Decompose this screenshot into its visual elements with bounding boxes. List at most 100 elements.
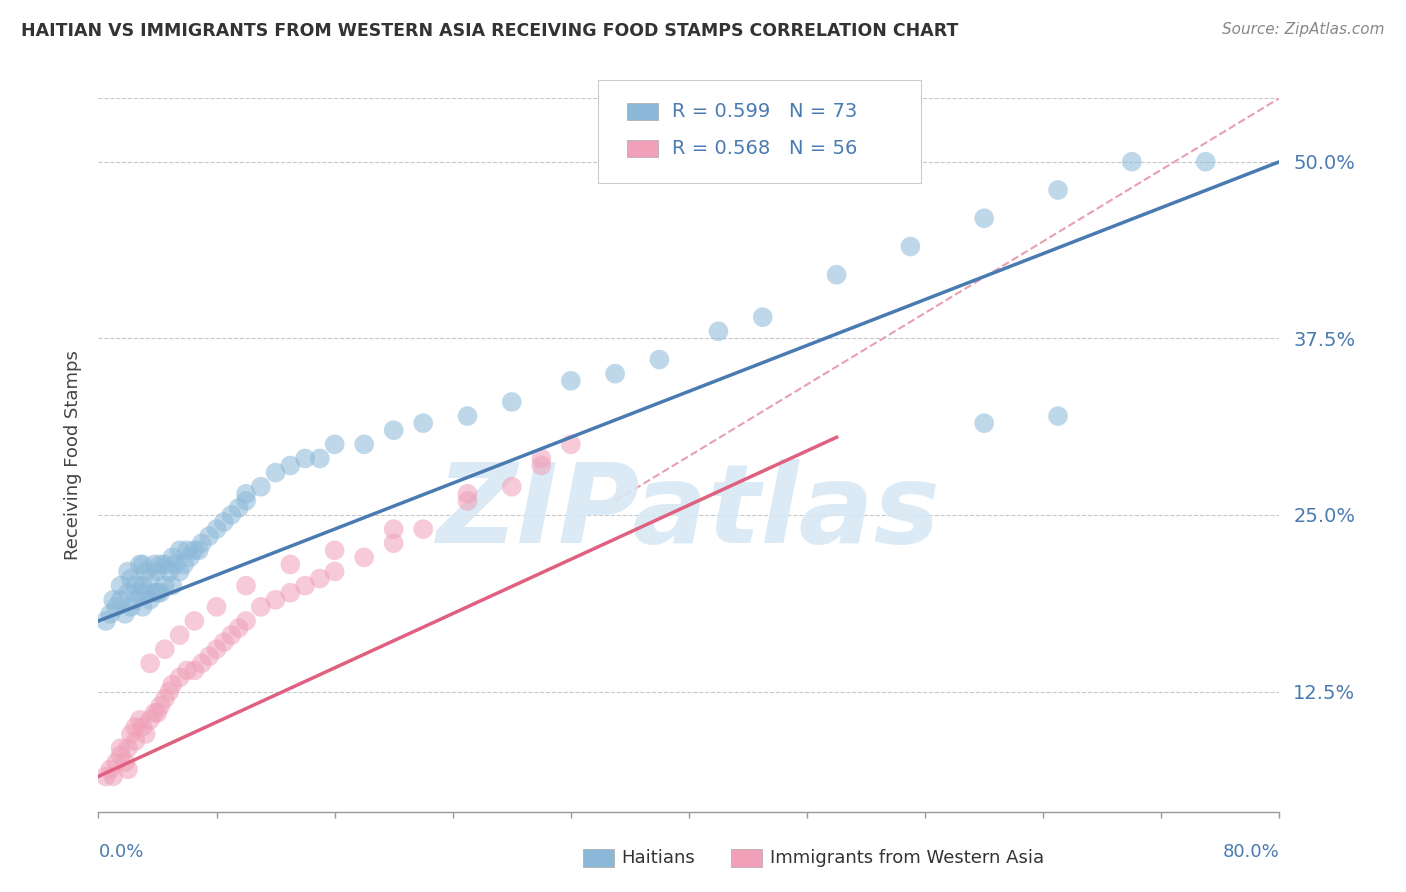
Point <box>456 487 478 501</box>
Point <box>973 416 995 430</box>
Y-axis label: Receiving Food Stamps: Receiving Food Stamps <box>63 350 82 560</box>
Point <box>183 614 205 628</box>
Point <box>235 614 257 628</box>
Point <box>412 416 434 430</box>
Point <box>114 756 136 770</box>
Point <box>530 451 553 466</box>
Point <box>132 720 155 734</box>
Point <box>412 522 434 536</box>
Point <box>132 599 155 614</box>
Point <box>205 599 228 614</box>
Point <box>250 599 273 614</box>
Point <box>110 579 132 593</box>
Point <box>973 211 995 226</box>
Point <box>169 565 191 579</box>
Point <box>191 657 214 671</box>
Text: Immigrants from Western Asia: Immigrants from Western Asia <box>770 849 1045 867</box>
Point <box>120 599 142 614</box>
Point <box>183 543 205 558</box>
Point <box>212 635 235 649</box>
Point <box>146 706 169 720</box>
Point <box>128 713 150 727</box>
Point <box>198 529 221 543</box>
Point <box>139 713 162 727</box>
Point <box>169 628 191 642</box>
Point <box>143 558 166 572</box>
Point <box>235 579 257 593</box>
Point <box>1046 409 1069 423</box>
Point <box>105 599 128 614</box>
Point <box>114 607 136 621</box>
Point <box>162 677 183 691</box>
Point <box>120 727 142 741</box>
Point <box>205 522 228 536</box>
Point <box>264 592 287 607</box>
Point <box>176 664 198 678</box>
Point <box>153 642 176 657</box>
Point <box>157 565 180 579</box>
Point <box>198 649 221 664</box>
Point <box>139 572 162 586</box>
Point <box>124 720 146 734</box>
Point <box>169 543 191 558</box>
Point <box>353 550 375 565</box>
Point <box>110 592 132 607</box>
Point <box>128 585 150 599</box>
Point <box>103 769 125 783</box>
Point <box>264 466 287 480</box>
Point <box>117 741 139 756</box>
Point <box>94 769 117 783</box>
Point <box>228 621 250 635</box>
Point <box>128 558 150 572</box>
Point <box>103 592 125 607</box>
Point <box>309 451 332 466</box>
Point <box>353 437 375 451</box>
Point <box>173 558 195 572</box>
Point <box>132 579 155 593</box>
Point <box>530 458 553 473</box>
Point <box>235 487 257 501</box>
Point <box>560 374 582 388</box>
Point <box>751 310 773 325</box>
Point <box>309 572 332 586</box>
Point <box>212 515 235 529</box>
Point <box>120 572 142 586</box>
Point <box>560 437 582 451</box>
Point <box>707 324 730 338</box>
Text: HAITIAN VS IMMIGRANTS FROM WESTERN ASIA RECEIVING FOOD STAMPS CORRELATION CHART: HAITIAN VS IMMIGRANTS FROM WESTERN ASIA … <box>21 22 959 40</box>
Point <box>153 558 176 572</box>
Text: ZIPatlas: ZIPatlas <box>437 458 941 566</box>
Point <box>110 741 132 756</box>
Text: 0.0%: 0.0% <box>98 843 143 861</box>
Point <box>1195 154 1218 169</box>
Point <box>149 698 172 713</box>
Point <box>176 543 198 558</box>
Point <box>278 458 302 473</box>
Point <box>157 684 180 698</box>
Point <box>183 664 205 678</box>
Point <box>143 706 166 720</box>
Point <box>135 727 157 741</box>
Point <box>94 614 117 628</box>
Point <box>323 565 346 579</box>
Point <box>250 480 273 494</box>
Point <box>124 579 146 593</box>
Point <box>135 585 157 599</box>
Point <box>143 585 166 599</box>
Text: 80.0%: 80.0% <box>1223 843 1279 861</box>
Point <box>294 579 316 593</box>
Point <box>323 437 346 451</box>
Point <box>187 543 209 558</box>
Point <box>117 585 139 599</box>
Point <box>117 762 139 776</box>
Point <box>165 558 187 572</box>
Point <box>169 671 191 685</box>
Point <box>323 543 346 558</box>
Text: Haitians: Haitians <box>621 849 695 867</box>
Point <box>228 500 250 515</box>
Point <box>1121 154 1143 169</box>
Point <box>382 522 405 536</box>
Point <box>139 657 162 671</box>
Point <box>135 565 157 579</box>
Point <box>205 642 228 657</box>
